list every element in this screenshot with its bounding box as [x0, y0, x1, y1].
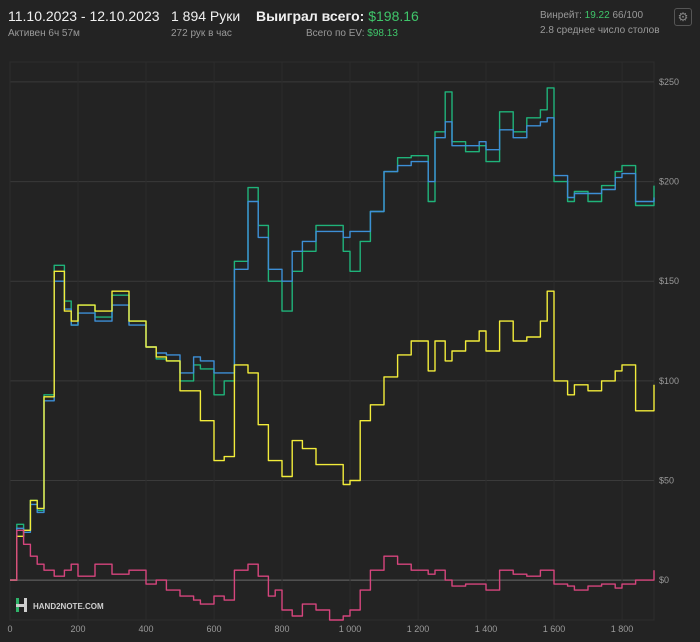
- x-tick-labels: 0 200 400 600 800 1 000 1 200 1 400 1 600 1 800: [7, 624, 633, 634]
- y-tick-label: $150: [659, 276, 679, 286]
- won-value: $198.16: [368, 8, 419, 24]
- logo: HAND2NOTE.COM: [16, 598, 104, 612]
- x-tick-label: 400: [138, 624, 153, 634]
- y-tick-label: $200: [659, 177, 679, 187]
- winrate: Винрейт: 19.22 66/100: [540, 10, 643, 21]
- active-time: Активен 6ч 57м: [8, 28, 80, 39]
- won-label: Выиграл всего:: [256, 8, 365, 24]
- ev-label: Всего по EV:: [306, 28, 365, 39]
- y-tick-label: $50: [659, 476, 674, 486]
- series-line-blue: [10, 117, 655, 581]
- x-tick-label: 1 000: [339, 624, 362, 634]
- logo-mark-bar: [16, 604, 27, 607]
- x-tick-label: 200: [70, 624, 85, 634]
- avg-tables: 2.8 среднее число столов: [540, 25, 660, 36]
- y-tick-labels: $0 $50 $100 $150 $200 $250: [659, 77, 679, 585]
- x-tick-label: 1 200: [407, 624, 430, 634]
- y-tick-label: $0: [659, 575, 669, 585]
- winrate-label: Винрейт:: [540, 10, 582, 21]
- series-line-green: [10, 87, 655, 581]
- grid: [9, 61, 655, 621]
- ev-value: $98.13: [367, 28, 398, 39]
- x-tick-label: 1 800: [611, 624, 634, 634]
- logo-text: HAND2NOTE.COM: [33, 602, 104, 611]
- hands-count: 1 894 Руки: [171, 8, 241, 24]
- winrate-value: 19.22: [584, 10, 610, 21]
- series-line-pink: [10, 529, 655, 621]
- winrate-rest: 66/100: [612, 10, 644, 21]
- date-range: 11.10.2023 - 12.10.2023: [8, 8, 160, 24]
- x-tick-label: 800: [275, 624, 290, 634]
- ev-total: Всего по EV: $98.13: [306, 28, 398, 39]
- hands-per-hour: 272 рук в час: [171, 28, 232, 39]
- gear-icon[interactable]: ⚙: [674, 8, 692, 26]
- won-total: Выиграл всего: $198.16: [256, 8, 419, 24]
- x-tick-label: 1 600: [543, 624, 566, 634]
- header: 11.10.2023 - 12.10.2023 Активен 6ч 57м 1…: [0, 0, 700, 44]
- x-tick-label: 600: [206, 624, 221, 634]
- series-layer: [10, 87, 655, 621]
- y-tick-label: $250: [659, 77, 679, 87]
- plot-frame: [9, 61, 655, 621]
- x-tick-label: 1 400: [475, 624, 498, 634]
- y-tick-label: $100: [659, 376, 679, 386]
- series-line-yellow: [10, 270, 655, 581]
- x-tick-label: 0: [7, 624, 12, 634]
